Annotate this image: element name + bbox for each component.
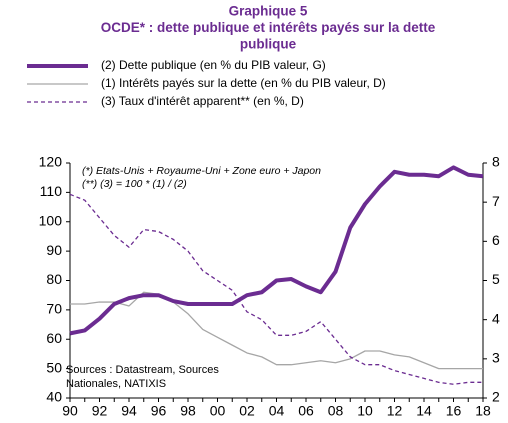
chart-title: OCDE* : dette publique et intérêts payés… xyxy=(101,20,436,35)
x-tick-label: 14 xyxy=(416,403,432,419)
sources: Nationales, NATIXIS xyxy=(66,378,166,390)
y-tick-label: 120 xyxy=(39,154,63,170)
y-tick-label: 50 xyxy=(46,359,62,375)
series-line xyxy=(70,291,483,370)
legend-label: (2) Dette publique (en % du PIB valeur, … xyxy=(101,58,326,72)
y2-tick-label: 8 xyxy=(492,154,500,170)
y-tick-label: 100 xyxy=(39,212,63,228)
x-tick-label: 94 xyxy=(121,403,137,419)
y-tick-label: 40 xyxy=(46,389,62,405)
series-line xyxy=(69,193,483,385)
x-tick-label: 16 xyxy=(446,403,462,419)
annotation: (**) (3) = 100 * (1) / (2) xyxy=(82,178,187,190)
y-tick-label: 60 xyxy=(46,330,62,346)
legend-label: (3) Taux d'intérêt apparent** (en %, D) xyxy=(101,94,304,108)
y2-tick-label: 7 xyxy=(492,193,500,209)
series-line xyxy=(69,165,484,336)
y2-tick-label: 6 xyxy=(492,232,500,248)
x-tick-label: 02 xyxy=(239,403,255,419)
y-tick-label: 90 xyxy=(46,242,62,258)
chart-title: publique xyxy=(240,37,297,52)
x-tick-label: 98 xyxy=(180,403,196,419)
legend-label: (1) Intérêts payés sur la dette (en % du… xyxy=(101,76,386,90)
x-tick-label: 92 xyxy=(92,403,108,419)
annotation: (*) Etats-Unis + Royaume-Uni + Zone euro… xyxy=(82,165,321,177)
x-tick-label: 08 xyxy=(328,403,344,419)
y-tick-label: 110 xyxy=(40,183,63,199)
x-tick-label: 90 xyxy=(62,403,78,419)
y-tick-label: 70 xyxy=(46,301,62,317)
y2-tick-label: 4 xyxy=(492,310,500,326)
y-tick-label: 80 xyxy=(46,271,62,287)
chart-title: Graphique 5 xyxy=(229,4,308,19)
x-tick-label: 04 xyxy=(269,403,285,419)
x-tick-label: 10 xyxy=(357,403,373,419)
x-tick-label: 06 xyxy=(298,403,314,419)
y2-tick-label: 2 xyxy=(492,389,500,405)
x-tick-label: 96 xyxy=(151,403,167,419)
y2-tick-label: 3 xyxy=(492,350,500,366)
x-tick-label: 12 xyxy=(387,403,403,419)
y2-tick-label: 5 xyxy=(492,271,500,287)
x-tick-label: 18 xyxy=(475,403,491,419)
x-tick-label: 00 xyxy=(210,403,226,419)
sources: Sources : Datastream, Sources xyxy=(66,364,219,376)
